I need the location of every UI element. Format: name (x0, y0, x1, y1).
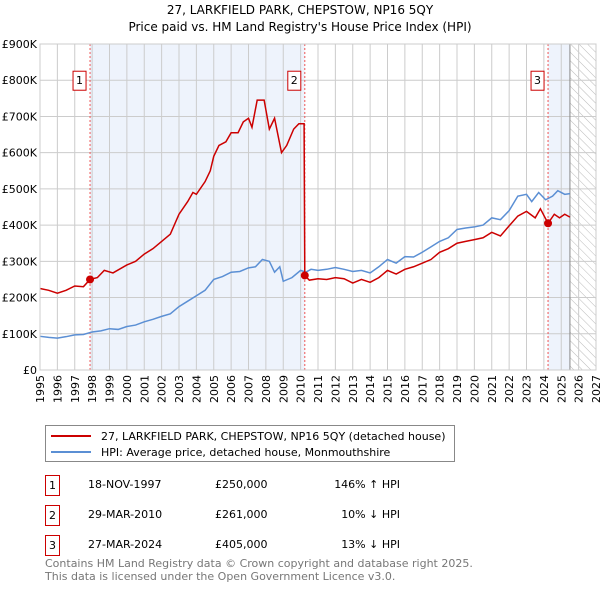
sale-period-shade (90, 44, 305, 370)
series-line (39, 99, 571, 294)
y-tick-label: £100K (2, 328, 38, 341)
y-tick-label: £0 (23, 364, 37, 377)
sale-label: 3 (534, 74, 541, 87)
price-chart: 27, LARKFIELD PARK, CHEPSTOW, NP16 5QY P… (2, 3, 600, 403)
y-tick-label: £800K (2, 74, 38, 87)
plot-border (39, 43, 597, 371)
legend: 27, LARKFIELD PARK, CHEPSTOW, NP16 5QY (… (45, 425, 455, 462)
y-tick-label: £400K (2, 219, 38, 232)
sale-point (544, 219, 553, 228)
sale-point (300, 271, 309, 280)
legend-item-property: 27, LARKFIELD PARK, CHEPSTOW, NP16 5QY (… (51, 428, 446, 444)
transaction-row: 2 29-MAR-2010 £261,000 10% ↓ HPI (45, 505, 445, 526)
x-tick-label: 2005 (208, 375, 221, 403)
x-tick-label: 2017 (416, 375, 429, 403)
x-tick-label: 1997 (69, 375, 82, 403)
transaction-hpi: 146% ↑ HPI (334, 478, 400, 491)
transaction-hpi: 10% ↓ HPI (341, 508, 400, 521)
x-tick-label: 2023 (521, 375, 534, 403)
transaction-row: 1 18-NOV-1997 £250,000 146% ↑ HPI (45, 475, 445, 496)
sale-point (86, 275, 95, 284)
sale-label-box (287, 70, 302, 91)
y-tick-label: £200K (2, 292, 38, 305)
x-tick-label: 1995 (34, 375, 47, 403)
x-tick-label: 1996 (51, 375, 64, 403)
x-tick-label: 2014 (364, 375, 377, 403)
x-tick-label: 2006 (225, 375, 238, 403)
footer: Contains HM Land Registry data © Crown c… (45, 557, 473, 583)
x-tick-label: 2008 (260, 375, 273, 403)
transaction-hpi: 13% ↓ HPI (341, 538, 400, 551)
x-tick-label: 2020 (468, 375, 481, 403)
x-tick-label: 2004 (190, 375, 203, 403)
x-tick-label: 2002 (156, 375, 169, 403)
transaction-date: 27-MAR-2024 (88, 538, 163, 551)
transaction-date: 18-NOV-1997 (88, 478, 162, 491)
sale-label-box (72, 70, 87, 91)
y-tick-label: £600K (2, 147, 38, 160)
y-tick-label: £700K (2, 110, 38, 123)
transaction-price: £250,000 (215, 478, 268, 491)
footer-line-1: Contains HM Land Registry data © Crown c… (45, 557, 473, 570)
x-tick-label: 2025 (555, 375, 568, 403)
legend-swatch (51, 435, 91, 437)
transaction-row: 3 27-MAR-2024 £405,000 13% ↓ HPI (45, 535, 445, 556)
x-tick-label: 2010 (295, 375, 308, 403)
sale-label: 2 (291, 74, 298, 87)
x-tick-label: 2021 (486, 375, 499, 403)
transaction-price: £261,000 (215, 508, 268, 521)
sale-label: 1 (76, 74, 83, 87)
x-tick-label: 2009 (277, 375, 290, 403)
chart-subtitle: Price paid vs. HM Land Registry's House … (128, 20, 471, 34)
y-tick-label: £900K (2, 38, 38, 51)
footer-line-2: This data is licensed under the Open Gov… (45, 570, 396, 583)
x-tick-label: 1999 (104, 375, 117, 403)
transaction-marker: 3 (45, 535, 60, 556)
x-tick-label: 1998 (86, 375, 99, 403)
x-tick-label: 2022 (503, 375, 516, 403)
transaction-marker: 1 (45, 475, 60, 496)
x-tick-label: 2015 (382, 375, 395, 403)
y-tick-label: £500K (2, 183, 38, 196)
transaction-date: 29-MAR-2010 (88, 508, 163, 521)
x-tick-label: 2024 (538, 375, 551, 403)
x-tick-label: 2016 (399, 375, 412, 403)
x-tick-label: 2012 (329, 375, 342, 403)
forecast-hatch (569, 44, 596, 370)
legend-item-hpi: HPI: Average price, detached house, Monm… (51, 444, 446, 460)
x-tick-label: 2011 (312, 375, 325, 403)
x-tick-label: 2026 (573, 375, 586, 403)
x-tick-label: 2019 (451, 375, 464, 403)
x-tick-label: 2000 (121, 375, 134, 403)
y-tick-label: £300K (2, 255, 38, 268)
sale-period-shade (548, 44, 570, 370)
chart-title: 27, LARKFIELD PARK, CHEPSTOW, NP16 5QY (167, 3, 434, 17)
x-tick-label: 2001 (138, 375, 151, 403)
x-tick-label: 2018 (434, 375, 447, 403)
legend-label: HPI: Average price, detached house, Monm… (101, 445, 391, 459)
x-tick-label: 2007 (243, 375, 256, 403)
legend-swatch (51, 451, 91, 453)
transaction-price: £405,000 (215, 538, 268, 551)
x-tick-label: 2027 (590, 375, 600, 403)
x-tick-label: 2003 (173, 375, 186, 403)
legend-label: 27, LARKFIELD PARK, CHEPSTOW, NP16 5QY (… (101, 429, 446, 443)
sale-label-box (530, 70, 545, 91)
x-tick-label: 2013 (347, 375, 360, 403)
transaction-marker: 2 (45, 505, 60, 526)
